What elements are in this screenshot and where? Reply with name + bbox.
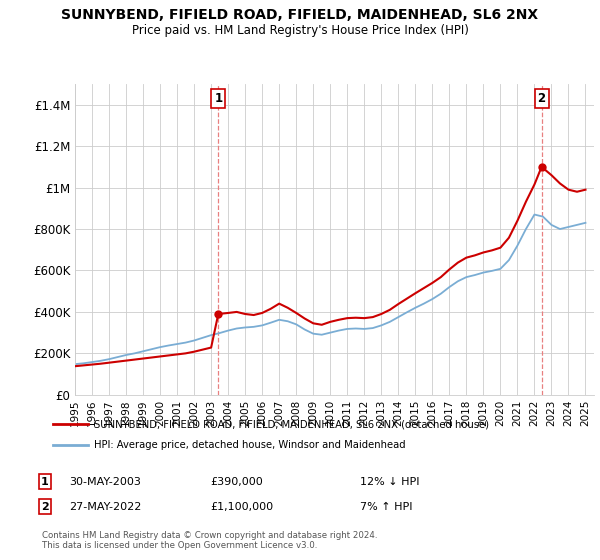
Text: 1: 1 bbox=[214, 92, 223, 105]
Text: 2: 2 bbox=[41, 502, 49, 512]
Text: Price paid vs. HM Land Registry's House Price Index (HPI): Price paid vs. HM Land Registry's House … bbox=[131, 24, 469, 36]
Text: £390,000: £390,000 bbox=[210, 477, 263, 487]
Text: 12% ↓ HPI: 12% ↓ HPI bbox=[360, 477, 419, 487]
Text: 7% ↑ HPI: 7% ↑ HPI bbox=[360, 502, 413, 512]
Text: 1: 1 bbox=[41, 477, 49, 487]
Text: SUNNYBEND, FIFIELD ROAD, FIFIELD, MAIDENHEAD, SL6 2NX: SUNNYBEND, FIFIELD ROAD, FIFIELD, MAIDEN… bbox=[61, 8, 539, 22]
Text: 30-MAY-2003: 30-MAY-2003 bbox=[69, 477, 141, 487]
Text: SUNNYBEND, FIFIELD ROAD, FIFIELD, MAIDENHEAD, SL6 2NX (detached house): SUNNYBEND, FIFIELD ROAD, FIFIELD, MAIDEN… bbox=[94, 419, 488, 429]
Text: 2: 2 bbox=[538, 92, 545, 105]
Text: 27-MAY-2022: 27-MAY-2022 bbox=[69, 502, 142, 512]
Text: HPI: Average price, detached house, Windsor and Maidenhead: HPI: Average price, detached house, Wind… bbox=[94, 440, 405, 450]
Text: Contains HM Land Registry data © Crown copyright and database right 2024.
This d: Contains HM Land Registry data © Crown c… bbox=[42, 531, 377, 550]
Text: £1,100,000: £1,100,000 bbox=[210, 502, 273, 512]
